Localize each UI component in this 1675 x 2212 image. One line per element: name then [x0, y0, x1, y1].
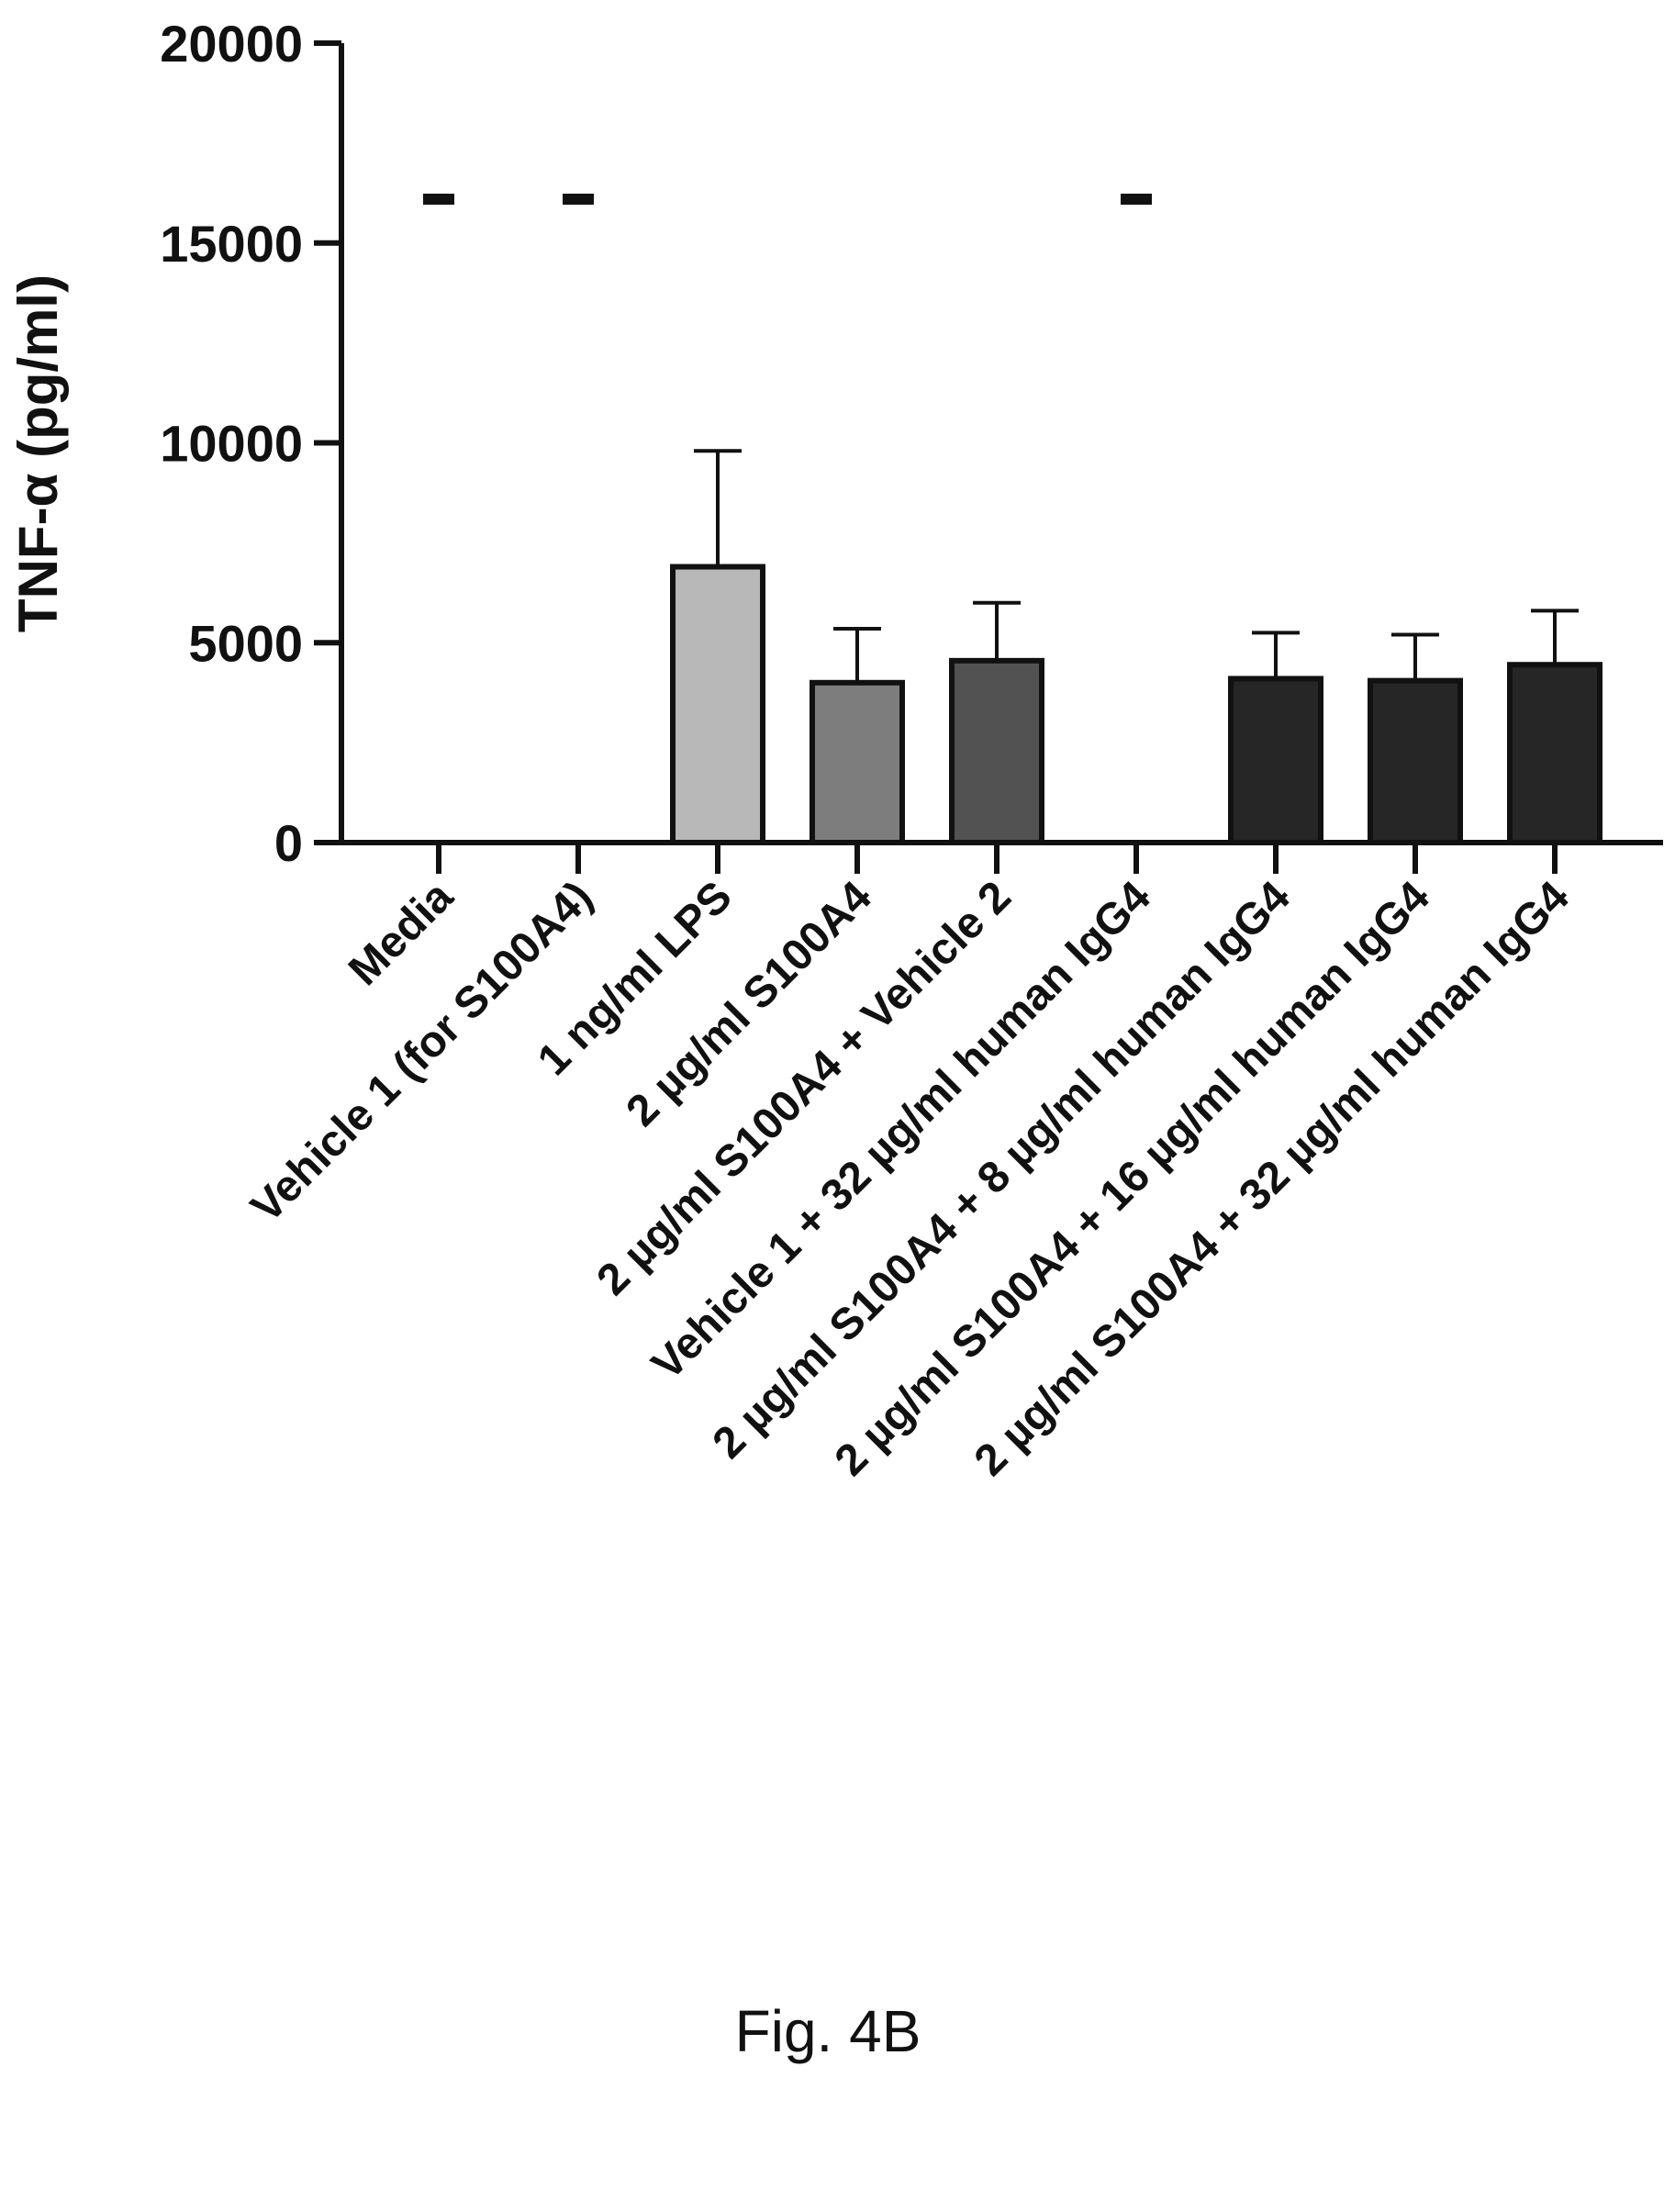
category-label-3: 2 µg/ml S100A4 — [618, 872, 881, 1135]
y-tick-label-3: 15000 — [160, 215, 303, 273]
x-axis-ticks — [436, 843, 1558, 874]
below-detection-marker-0 — [423, 194, 454, 205]
y-axis-ticks: 0 5000 10000 15000 20000 — [160, 15, 341, 872]
figure-caption: Fig. 4B — [735, 1998, 921, 2064]
y-tick-label-4: 20000 — [160, 15, 303, 73]
bar-4 — [949, 657, 1044, 845]
bar-3 — [810, 679, 905, 845]
y-axis-label: TNF-α (pg/ml) — [7, 274, 69, 632]
y-tick-label-0: 0 — [274, 814, 303, 872]
bar-2 — [670, 564, 765, 845]
category-label-0: Media — [340, 872, 463, 995]
bar-6 — [1228, 676, 1323, 845]
y-tick-label-1: 5000 — [188, 614, 303, 672]
category-label-5: Vehicle 1 + 32 µg/ml human IgG4 — [642, 872, 1160, 1390]
bars — [670, 564, 1602, 846]
y-tick-label-2: 10000 — [160, 415, 303, 473]
below-detection-markers — [423, 194, 1152, 205]
bar-7 — [1368, 677, 1463, 845]
below-detection-marker-5 — [1121, 194, 1152, 205]
error-bars — [694, 449, 1579, 683]
below-detection-marker-1 — [563, 194, 594, 205]
bar-8 — [1507, 662, 1602, 846]
